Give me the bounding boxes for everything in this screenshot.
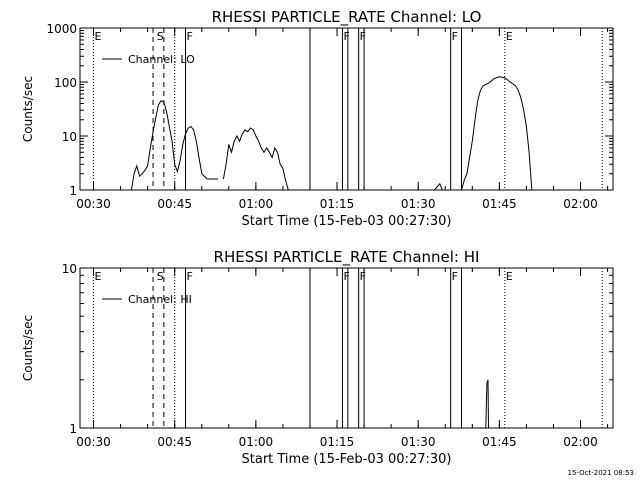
event-marker-label: F xyxy=(452,270,458,283)
x-tick-label: 01:00 xyxy=(239,435,274,449)
chart-panel-2 xyxy=(79,267,614,429)
y-tick-label: 1 xyxy=(69,422,77,436)
x-tick-label: 01:30 xyxy=(401,435,436,449)
x-tick-label: 00:45 xyxy=(157,435,192,449)
y-axis-label: Counts/sec xyxy=(21,76,35,142)
legend-label: Channel: HI xyxy=(128,293,192,306)
event-marker-label: E xyxy=(506,30,513,43)
y-tick-label: 1 xyxy=(69,184,77,198)
plot-frame xyxy=(79,267,614,429)
x-tick-label: 02:00 xyxy=(563,197,598,211)
plot-frame xyxy=(79,27,614,191)
x-axis-label: Start Time (15-Feb-03 00:27:30) xyxy=(242,214,452,229)
series-line xyxy=(485,379,489,429)
chart-title: RHESSI PARTICLE_RATE Channel: LO xyxy=(212,8,482,27)
y-tick-label: 100 xyxy=(54,76,77,90)
x-tick-label: 01:00 xyxy=(239,197,274,211)
series-line xyxy=(461,76,533,191)
x-axis-label: Start Time (15-Feb-03 00:27:30) xyxy=(242,452,452,467)
x-tick-label: 00:30 xyxy=(76,435,111,449)
event-marker-label: S xyxy=(157,270,164,283)
legend-label: Channel: LO xyxy=(128,53,195,66)
event-marker-label: E xyxy=(95,30,102,43)
event-marker-label: E xyxy=(95,270,102,283)
event-marker-label: F xyxy=(360,30,366,43)
event-marker-label: F xyxy=(343,30,349,43)
event-marker-label: F xyxy=(187,270,193,283)
x-tick-label: 01:45 xyxy=(482,197,517,211)
y-tick-label: 1000 xyxy=(46,22,77,36)
event-marker-label: F xyxy=(360,270,366,283)
event-marker-label: S xyxy=(157,30,164,43)
x-tick-label: 00:30 xyxy=(76,197,111,211)
footer-timestamp: 15-Oct-2021 08:53 xyxy=(567,469,634,477)
x-tick-label: 00:45 xyxy=(157,197,192,211)
event-marker-label: E xyxy=(506,270,513,283)
y-tick-label: 10 xyxy=(62,262,77,276)
y-axis-label: Counts/sec xyxy=(21,315,35,381)
chart-title: RHESSI PARTICLE_RATE Channel: HI xyxy=(214,248,480,267)
series-line xyxy=(222,127,289,191)
event-marker-label: F xyxy=(187,30,193,43)
y-tick-label: 10 xyxy=(62,130,77,144)
chart-panel-1 xyxy=(79,27,614,191)
event-marker-label: F xyxy=(452,30,458,43)
series-line xyxy=(434,182,443,191)
x-tick-label: 02:00 xyxy=(563,435,598,449)
x-tick-label: 01:30 xyxy=(401,197,436,211)
x-tick-label: 01:15 xyxy=(320,197,355,211)
x-tick-label: 01:15 xyxy=(320,435,355,449)
event-marker-label: F xyxy=(343,270,349,283)
series-line xyxy=(130,100,218,191)
x-tick-label: 01:45 xyxy=(482,435,517,449)
